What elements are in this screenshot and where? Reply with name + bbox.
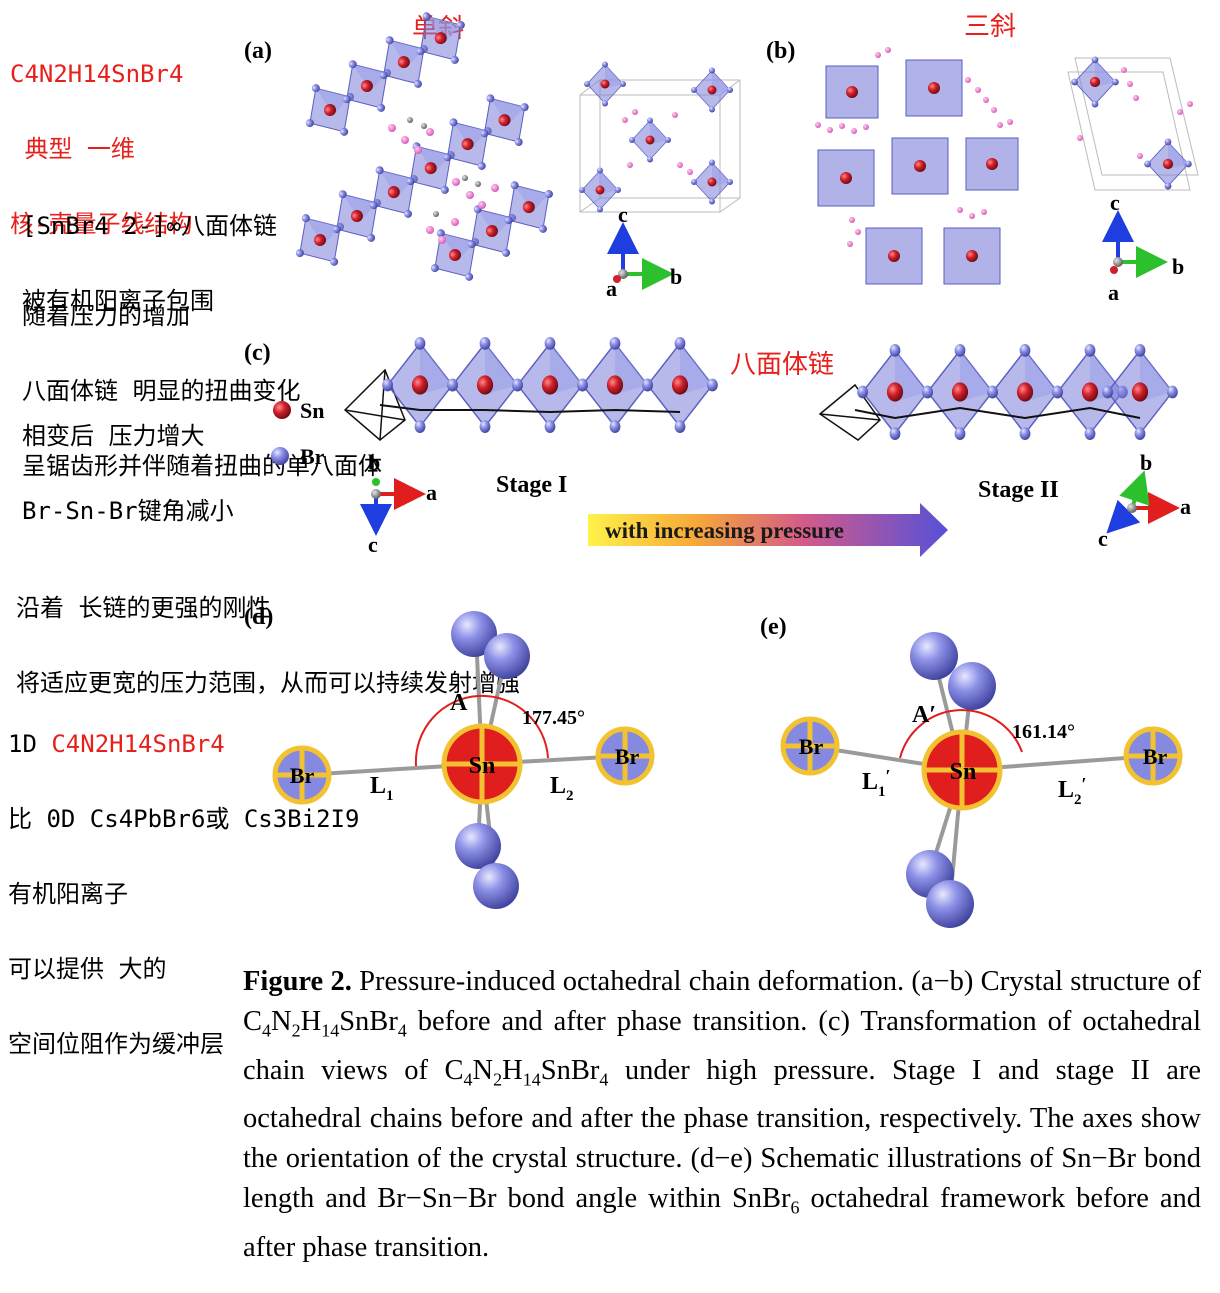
note-line: 呈锯齿形并伴随着扭曲的单八面体 bbox=[22, 452, 382, 480]
note-line: 八面体链 明显的扭曲变化 bbox=[22, 377, 301, 405]
note-phase: 相变后 压力增大 Br-Sn-Br键角减小 bbox=[22, 374, 234, 549]
legend-br: Br bbox=[300, 444, 325, 469]
axis-label-c: c bbox=[1098, 526, 1108, 551]
panel-a-axes: c b a bbox=[606, 202, 682, 301]
note-chain: [SnBr4 2-]∞八面体链 被有机阳离子包围 bbox=[22, 164, 277, 339]
axis-label-a: a bbox=[606, 276, 617, 301]
br-label: Br bbox=[290, 763, 315, 788]
note-line: 空间位阻作为缓冲层 bbox=[8, 1030, 224, 1058]
note-octahedral-chain: 八面体链 bbox=[730, 350, 835, 380]
sn-label: Sn bbox=[950, 759, 977, 785]
panel-b-axes: c b a bbox=[1102, 190, 1184, 305]
panel-a-unit-cell bbox=[578, 61, 741, 213]
stage-2-chain: Stage II bbox=[818, 343, 1179, 503]
note-line: 有机阳离子 bbox=[8, 880, 128, 908]
angle-value: 177.45° bbox=[522, 707, 585, 729]
note-line: 被有机阳离子包围 bbox=[22, 287, 214, 315]
pressure-arrow-label: with increasing pressure bbox=[605, 518, 844, 543]
stage-1-label: Stage I bbox=[496, 472, 567, 498]
note-triclinic: 三斜 bbox=[964, 12, 1017, 42]
caption-text: Pressure-induced octahedral chain deform… bbox=[351, 966, 1202, 997]
note-line: 比 0D Cs4PbBr6或 Cs3Bi2I9 bbox=[8, 805, 360, 833]
stage-1-axes: b a c bbox=[360, 450, 437, 557]
figure-caption: Figure 2. Pressure-induced octahedral ch… bbox=[243, 962, 1201, 1268]
caption-text: under high pressure. Stage I and stage I… bbox=[243, 1054, 1202, 1215]
note-line: 沿着 长链的更强的刚性 bbox=[16, 594, 271, 622]
br-atom-left: Br bbox=[780, 716, 840, 776]
note-line: Br-Sn-Br键角减小 bbox=[22, 497, 234, 525]
caption-formula: C4N2H14SnBr4 bbox=[243, 1006, 407, 1041]
axis-label-b: b bbox=[1172, 254, 1184, 279]
note-structure: 核-壳量子线结构 bbox=[10, 210, 193, 238]
br-label: Br bbox=[799, 734, 824, 759]
note-compare: 1D C4N2H14SnBr4 比 0D Cs4PbBr6或 Cs3Bi2I9 … bbox=[8, 682, 359, 1082]
panel-d-bond-diagram: Br Br Sn A 177.45° L1 L2 bbox=[272, 611, 655, 909]
note-line: 相变后 压力增大 bbox=[22, 422, 205, 450]
panel-e-bond-diagram: Br Br Sn A′ 161.14° L1′ L2′ bbox=[780, 632, 1183, 928]
panel-c-legend: Sn Br bbox=[271, 398, 325, 469]
note-1d: 1D bbox=[8, 730, 52, 758]
sn-label: Sn bbox=[469, 753, 496, 779]
sn-atom: Sn bbox=[441, 723, 523, 805]
br-label: Br bbox=[615, 744, 640, 769]
sn-atom: Sn bbox=[921, 729, 1003, 811]
caption-formula: C4N2H14SnBr4 bbox=[444, 1054, 609, 1090]
caption-text: octahedral framework before and after ph… bbox=[243, 1183, 1201, 1264]
bond-length-l2: L2 bbox=[550, 773, 574, 804]
pressure-arrow: with increasing pressure bbox=[588, 503, 948, 557]
stage-2-axes: b a c bbox=[1098, 450, 1191, 551]
angle-label: A′ bbox=[912, 702, 936, 728]
axis-label-c: c bbox=[1110, 190, 1120, 215]
bond-length-l2: L2′ bbox=[1058, 774, 1087, 808]
angle-value: 161.14° bbox=[1012, 721, 1075, 743]
axis-label-a: a bbox=[1180, 494, 1191, 519]
panel-label-a: (a) bbox=[244, 38, 272, 64]
axis-label-b: b bbox=[1140, 450, 1152, 475]
panel-b-unit-cell bbox=[1067, 56, 1199, 191]
bond-length-l1: L1′ bbox=[862, 766, 891, 800]
figure-graphics: c b a bbox=[271, 0, 1199, 928]
axis-label-b: b bbox=[670, 264, 682, 289]
axis-label-b: b bbox=[368, 450, 380, 475]
axis-label-c: c bbox=[618, 202, 628, 227]
panel-a-structure bbox=[279, 0, 570, 296]
note-typical: 典型 一维 bbox=[10, 135, 135, 163]
note-line: 可以提供 大的 bbox=[8, 955, 167, 983]
legend-sn: Sn bbox=[300, 398, 324, 423]
axis-label-c: c bbox=[368, 532, 378, 557]
br-atom-left: Br bbox=[272, 745, 332, 805]
caption-formula: SnBr6 bbox=[731, 1183, 800, 1219]
note-rigidity: 沿着 长链的更强的刚性 将适应更宽的压力范围，从而可以持续发射增强 bbox=[16, 546, 520, 721]
note-line: [SnBr4 2-]∞八面体链 bbox=[22, 212, 277, 240]
note-line: 1D C4N2H14SnBr4 bbox=[8, 732, 359, 757]
note-formula-red: C4N2H14SnBr4 bbox=[51, 730, 225, 758]
stage-2-label: Stage II bbox=[978, 477, 1059, 503]
axis-label-a: a bbox=[426, 480, 437, 505]
br-atom-right: Br bbox=[1123, 726, 1183, 786]
angle-label: A bbox=[450, 690, 468, 716]
panel-label-b: (b) bbox=[766, 38, 796, 64]
axis-label-a: a bbox=[1108, 280, 1119, 305]
panel-label-c: (c) bbox=[244, 340, 271, 366]
caption-label: Figure 2. bbox=[243, 966, 352, 997]
note-line: 随着压力的增加 bbox=[22, 302, 190, 330]
br-atom-right: Br bbox=[595, 726, 655, 786]
note-line: 将适应更宽的压力范围，从而可以持续发射增强 bbox=[16, 669, 520, 697]
br-label: Br bbox=[1143, 744, 1168, 769]
note-pressure: 随着压力的增加 八面体链 明显的扭曲变化 呈锯齿形并伴随着扭曲的单八面体 bbox=[22, 254, 382, 504]
panel-b-structure bbox=[815, 47, 1019, 285]
caption-text: before and after phase transition. (c) T… bbox=[243, 1006, 1201, 1086]
panel-label-e: (e) bbox=[760, 614, 787, 640]
bond-length-l1: L1 bbox=[370, 773, 394, 804]
note-formula: C4N2H14SnBr4 bbox=[10, 60, 184, 88]
note-title: C4N2H14SnBr4 典型 一维 核-壳量子线结构 bbox=[10, 12, 192, 262]
panel-label-d: (d) bbox=[244, 604, 274, 630]
stage-1-chain: Stage I bbox=[343, 336, 719, 498]
